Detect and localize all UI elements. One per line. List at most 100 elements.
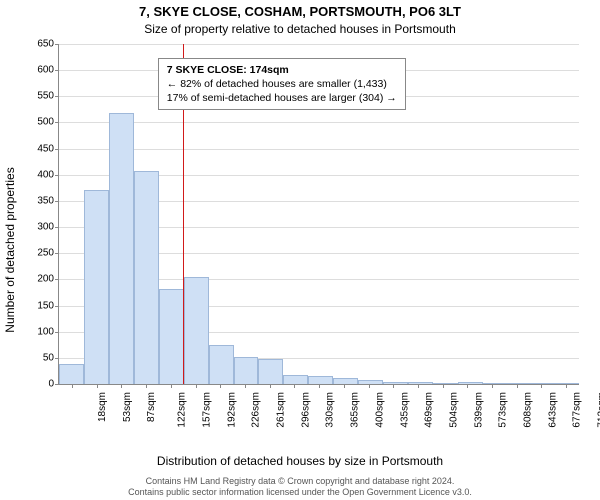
xtick-mark [517,384,518,388]
ytick-label: 400 [0,169,54,180]
annotation-line1: 7 SKYE CLOSE: 174sqm [167,63,397,77]
ytick-label: 450 [0,143,54,154]
gridline [59,149,579,150]
xtick-label: 435sqm [399,392,410,428]
annotation-line2: ← 82% of detached houses are smaller (1,… [167,77,397,91]
histogram-bar [333,378,358,384]
histogram-bar [84,190,109,384]
ytick-mark [55,279,59,280]
xtick-label: 330sqm [325,392,336,428]
ytick-mark [55,384,59,385]
ytick-mark [55,253,59,254]
xtick-label: 226sqm [251,392,262,428]
histogram-bar [159,289,184,384]
histogram-bar [483,383,508,384]
xtick-mark [196,384,197,388]
ytick-mark [55,44,59,45]
ytick-label: 250 [0,248,54,259]
ytick-label: 650 [0,39,54,50]
histogram-bar [258,359,283,384]
ytick-label: 600 [0,65,54,76]
ytick-label: 100 [0,326,54,337]
ytick-mark [55,149,59,150]
xtick-mark [121,384,122,388]
xtick-label: 365sqm [350,392,361,428]
histogram-bar [283,375,308,384]
ytick-mark [55,70,59,71]
xtick-mark [220,384,221,388]
histogram-bar [134,171,159,384]
ytick-label: 200 [0,274,54,285]
histogram-bar [433,383,458,384]
xtick-label: 122sqm [176,392,187,428]
xtick-mark [393,384,394,388]
xtick-mark [443,384,444,388]
ytick-label: 300 [0,222,54,233]
ytick-mark [55,96,59,97]
xtick-mark [171,384,172,388]
gridline [59,122,579,123]
gridline [59,44,579,45]
xtick-label: 504sqm [449,392,460,428]
xtick-label: 296sqm [300,392,311,428]
histogram-bar [234,357,259,384]
xtick-label: 87sqm [146,392,157,422]
xtick-mark [418,384,419,388]
page-title: 7, SKYE CLOSE, COSHAM, PORTSMOUTH, PO6 3… [0,4,600,19]
histogram-bar [358,380,383,384]
xtick-label: 469sqm [424,392,435,428]
xtick-mark [245,384,246,388]
xtick-label: 539sqm [474,392,485,428]
histogram-bar [458,382,483,384]
xtick-mark [369,384,370,388]
x-axis-label: Distribution of detached houses by size … [0,454,600,468]
xtick-mark [72,384,73,388]
ytick-mark [55,227,59,228]
xtick-label: 677sqm [572,392,583,428]
xtick-label: 400sqm [375,392,386,428]
ytick-mark [55,306,59,307]
xtick-mark [294,384,295,388]
histogram-bar [308,376,333,384]
xtick-label: 261sqm [275,392,286,428]
xtick-label: 53sqm [122,392,133,422]
ytick-label: 150 [0,300,54,311]
xtick-mark [319,384,320,388]
ytick-label: 550 [0,91,54,102]
histogram-bar [533,383,558,384]
xtick-mark [146,384,147,388]
histogram-bar [59,364,84,384]
xtick-label: 192sqm [226,392,237,428]
xtick-label: 157sqm [201,392,212,428]
ytick-label: 350 [0,195,54,206]
ytick-mark [55,358,59,359]
attribution: Contains HM Land Registry data © Crown c… [0,476,600,499]
histogram-plot: 7 SKYE CLOSE: 174sqm← 82% of detached ho… [58,44,579,385]
annotation-line3: 17% of semi-detached houses are larger (… [167,91,397,105]
xtick-mark [566,384,567,388]
xtick-label: 18sqm [97,392,108,422]
xtick-mark [270,384,271,388]
histogram-bar [184,277,209,384]
ytick-label: 500 [0,117,54,128]
ytick-label: 50 [0,352,54,363]
histogram-bar [508,383,533,384]
histogram-bar [209,345,234,384]
ytick-label: 0 [0,379,54,390]
xtick-mark [492,384,493,388]
histogram-bar [558,383,579,384]
histogram-bar [109,113,134,384]
xtick-label: 643sqm [548,392,559,428]
attribution-line2: Contains public sector information licen… [0,487,600,498]
histogram-bar [408,382,433,384]
ytick-mark [55,175,59,176]
annotation-box: 7 SKYE CLOSE: 174sqm← 82% of detached ho… [158,58,406,111]
xtick-mark [541,384,542,388]
attribution-line1: Contains HM Land Registry data © Crown c… [0,476,600,487]
page-subtitle: Size of property relative to detached ho… [0,22,600,36]
xtick-mark [344,384,345,388]
xtick-mark [467,384,468,388]
ytick-mark [55,201,59,202]
xtick-label: 573sqm [498,392,509,428]
ytick-mark [55,332,59,333]
